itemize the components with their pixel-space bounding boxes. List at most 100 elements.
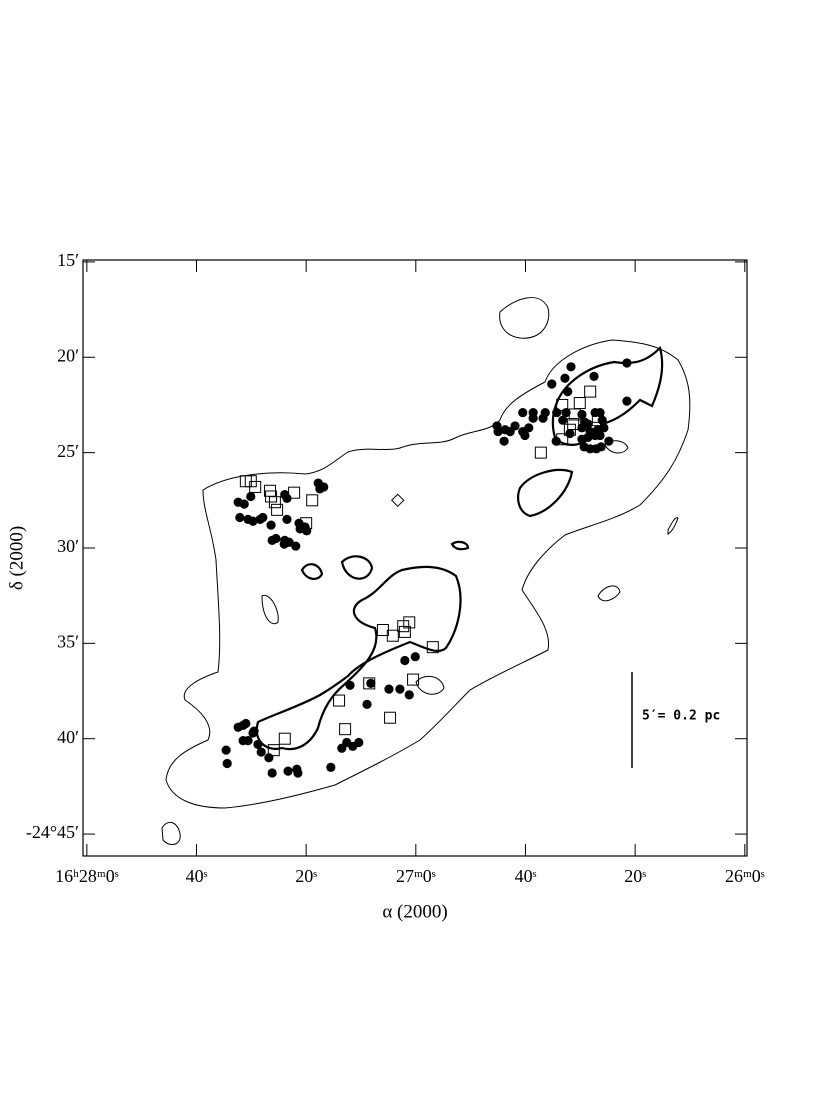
point [235,512,245,523]
point [326,762,336,772]
point [291,541,301,551]
point [264,753,274,763]
point [395,684,405,694]
inner-contour [255,565,462,751]
point [271,533,281,544]
point [221,745,231,755]
point [363,677,376,690]
point [505,427,515,437]
y-axis-label: δ (2000) [6,526,27,590]
point [622,396,632,406]
point [271,503,284,516]
y-tick-label: 40′ [57,727,79,747]
point [556,398,569,411]
point [241,718,251,729]
point [288,486,301,499]
point [249,726,259,736]
point [354,737,364,748]
point [315,484,325,494]
inner-contour [517,468,574,518]
point [604,436,614,446]
point [345,680,355,690]
point [493,427,503,437]
point [403,616,416,629]
point [293,768,303,778]
point [283,766,293,776]
y-tick-label: 35′ [57,631,79,651]
point [258,512,268,523]
point [253,739,263,750]
outer-contour [261,594,279,625]
outer-contour [667,517,679,535]
point [577,434,587,444]
point [256,747,266,757]
point [407,673,420,686]
point [589,421,602,434]
point [266,520,276,530]
point [366,678,376,688]
point [538,413,548,423]
point [556,433,569,446]
point [404,690,414,700]
point [386,629,399,642]
point [398,625,411,638]
point [558,415,568,425]
outer-contour [597,585,621,602]
outer-contour [161,821,181,846]
point [243,736,253,746]
inner-contour [340,555,374,580]
point [563,423,576,436]
point [302,526,312,536]
x-tick-label: 27ᵐ0ˢ [396,866,436,886]
point [246,491,256,502]
plot-frame [82,259,748,857]
point [568,408,581,421]
point [596,442,606,452]
point [306,494,319,507]
point [239,499,249,509]
point [547,379,557,389]
point [426,641,439,654]
point [589,371,599,381]
point [584,385,597,398]
point [339,723,352,736]
outer-contour [165,339,691,809]
point [300,517,313,530]
y-tick-label: 30′ [57,536,79,556]
y-tick-label: 20′ [57,345,79,365]
point [524,423,534,433]
x-tick-label: 26ᵐ0ˢ [725,866,765,886]
point [551,436,561,446]
point [597,415,607,425]
point [248,516,258,526]
point [249,480,262,493]
x-tick-label: 20ˢ [295,866,317,886]
outer-contour [415,675,445,695]
point [384,684,394,694]
x-axis-label: α (2000) [382,901,447,922]
point [267,768,277,778]
point [278,732,291,745]
point [518,407,528,418]
point [595,430,605,441]
x-tick-label: 16ʰ28ᵐ0ˢ [55,866,119,886]
point [528,413,538,423]
x-tick-label: 40ˢ [186,866,208,886]
point [622,358,632,368]
point [534,446,547,459]
point [267,744,280,757]
point [566,362,576,372]
point [520,430,530,441]
point [362,699,372,709]
y-tick-label: -24°45′ [26,822,79,842]
point [560,373,570,383]
contours [161,297,691,846]
point [268,496,281,509]
x-tick-label: 40ˢ [515,866,537,886]
point [282,493,292,503]
inner-contour [450,540,470,551]
y-tick-label: 25′ [57,441,79,461]
point [577,409,587,420]
point [573,397,586,410]
